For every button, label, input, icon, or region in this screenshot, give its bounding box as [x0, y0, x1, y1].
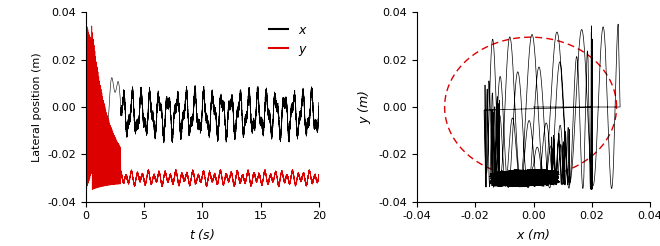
- $x$: [171, 106, 179, 109]
- Y-axis label: $y$ (m): $y$ (m): [356, 90, 373, 124]
- $x$: [146, 97, 154, 100]
- Line: $x$: $x$: [86, 37, 319, 147]
- $y$: [171, 170, 179, 173]
- X-axis label: $t$ (s): $t$ (s): [189, 227, 215, 242]
- $x$: [288, 105, 296, 108]
- $y$: [141, 179, 148, 182]
- $y$: [82, 23, 90, 26]
- $x$: [141, 122, 148, 125]
- $y$: [277, 172, 285, 175]
- $x$: [277, 132, 285, 135]
- $y$: [288, 173, 296, 176]
- $x$: [279, 101, 287, 104]
- Y-axis label: Lateral position (m): Lateral position (m): [32, 52, 42, 162]
- $y$: [88, 188, 96, 191]
- $y$: [82, 106, 90, 108]
- $y$: [315, 173, 323, 176]
- $x$: [88, 146, 96, 149]
- Legend: $x$, $y$: $x$, $y$: [264, 18, 313, 63]
- $x$: [315, 106, 323, 108]
- $x$: [82, 35, 90, 38]
- X-axis label: $x$ (m): $x$ (m): [516, 227, 550, 242]
- Line: $y$: $y$: [86, 24, 319, 190]
- $x$: [82, 106, 90, 108]
- $y$: [279, 178, 287, 181]
- $y$: [146, 178, 154, 181]
